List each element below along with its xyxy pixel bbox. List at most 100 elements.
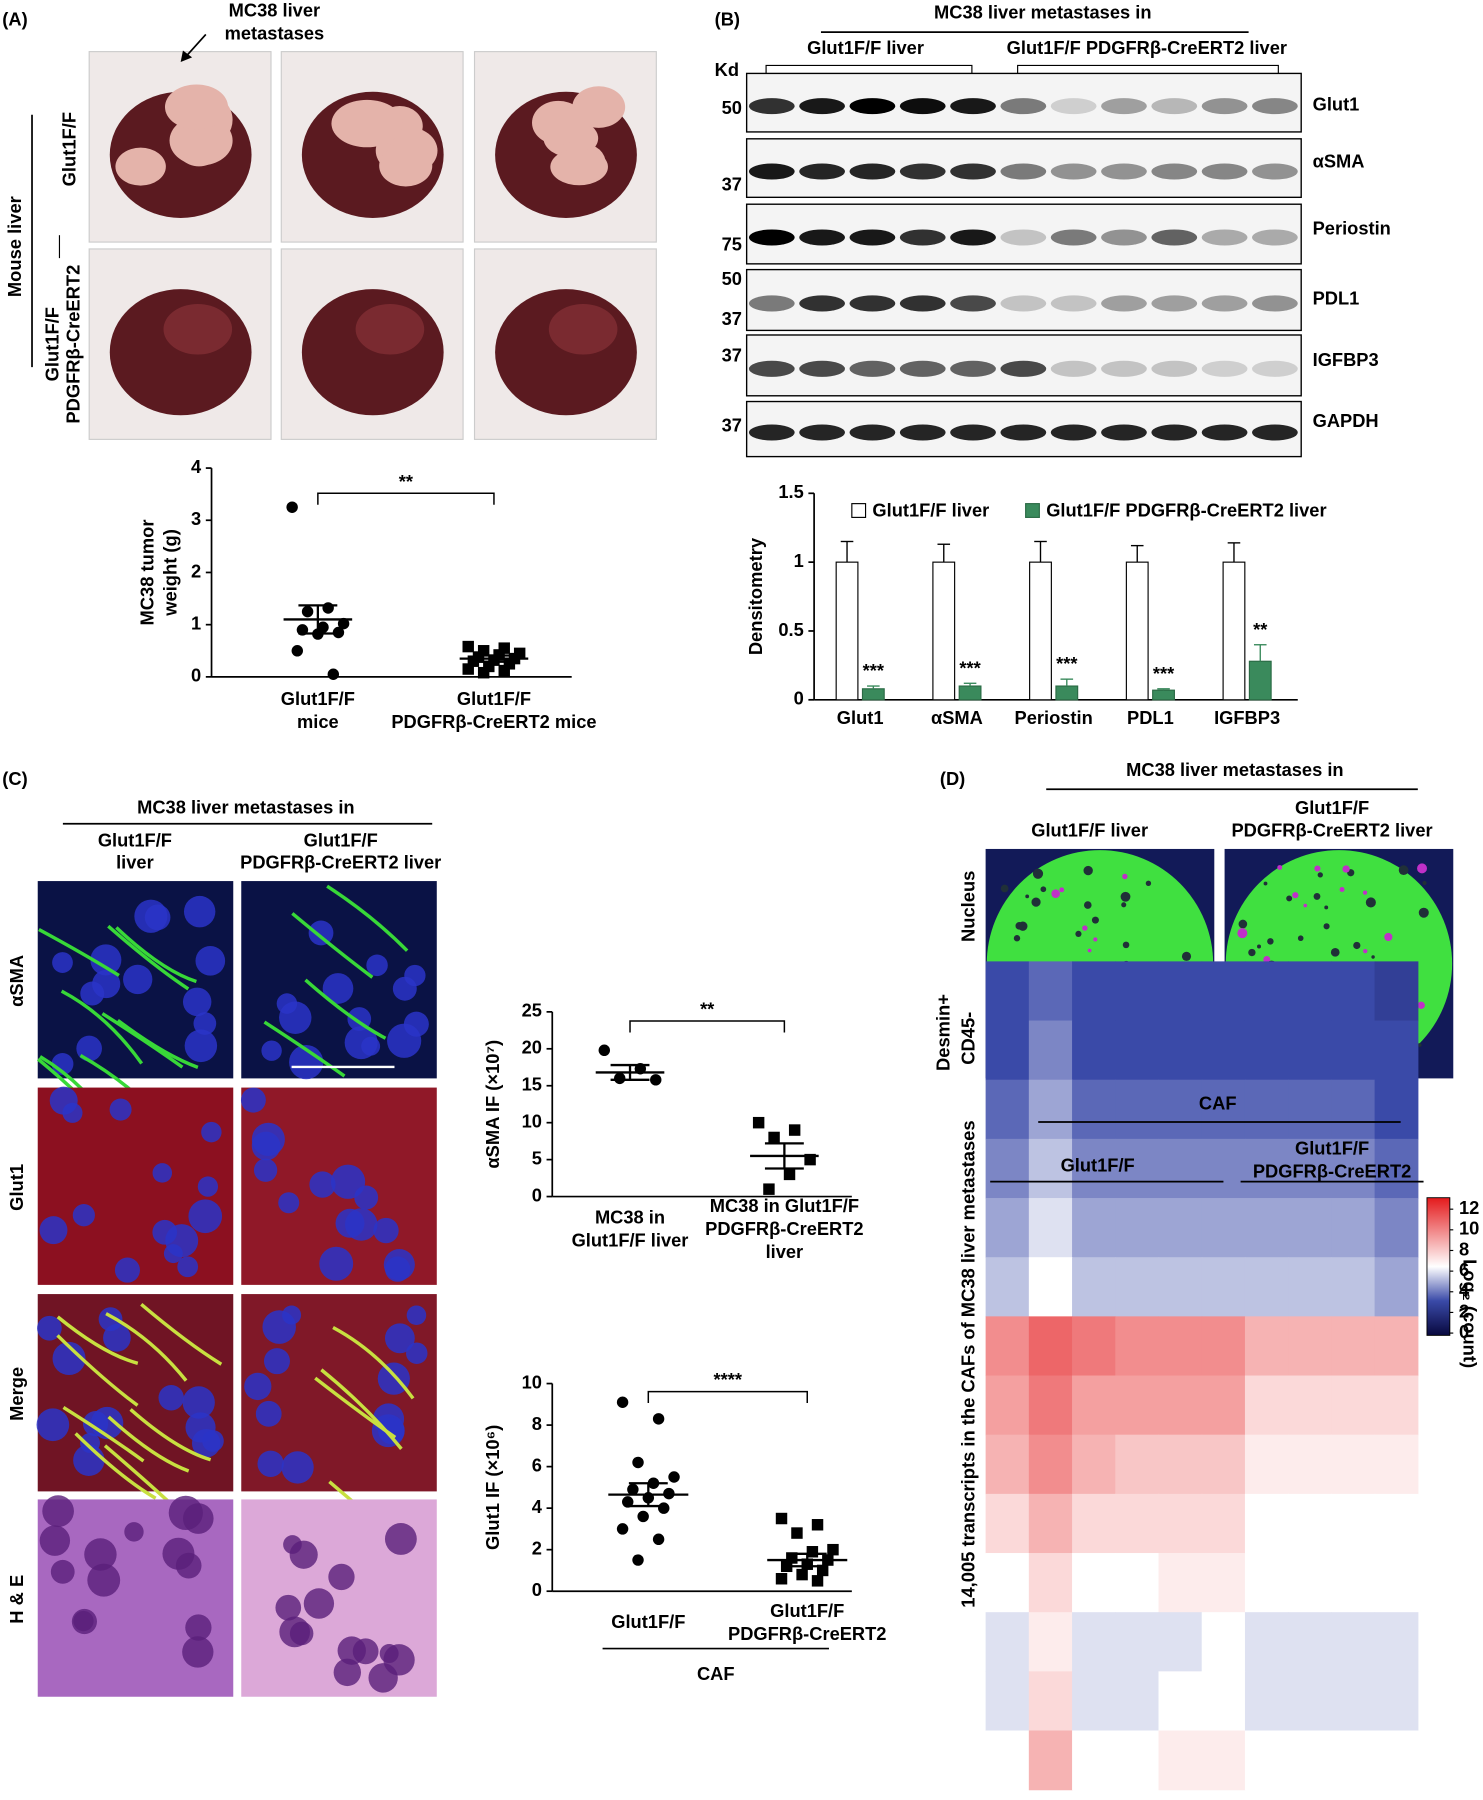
nucleus xyxy=(322,973,354,1004)
heatmap-cell xyxy=(985,1671,1030,1732)
heatmap-cell xyxy=(1072,1257,1116,1317)
significance-label: *** xyxy=(959,657,981,678)
heatmap-cell xyxy=(1331,1020,1376,1081)
green-fiber xyxy=(107,924,190,991)
bar xyxy=(1248,660,1272,701)
annotation: MC38 liver metastases xyxy=(225,0,325,43)
speck xyxy=(1317,872,1323,878)
colorbar-tick-label: 12 xyxy=(1459,1197,1479,1218)
speck xyxy=(1267,938,1274,945)
kd-label: Kd xyxy=(715,59,739,80)
y-tick-label: 2 xyxy=(532,1537,542,1558)
speck xyxy=(1330,947,1340,957)
data-point xyxy=(301,605,314,618)
nucleus xyxy=(42,1495,74,1528)
group-bracket xyxy=(765,64,973,74)
column-group-label: Glut1F/F PDGFRβ-CreERT2 xyxy=(1253,1137,1411,1181)
heatmap-cell xyxy=(1072,1316,1116,1377)
image-title: MC38 liver metastases in xyxy=(1126,759,1343,780)
bar xyxy=(958,685,982,701)
heatmap-cell xyxy=(1115,1198,1160,1258)
heatmap-cell xyxy=(1201,1198,1246,1258)
heatmap-cell xyxy=(1288,961,1332,1022)
kd-marker: 37 xyxy=(722,174,742,195)
nucleus xyxy=(281,1451,314,1484)
y-tick-label: 0.5 xyxy=(778,619,803,640)
data-point xyxy=(811,1519,824,1531)
row-label: Glut1 xyxy=(6,1164,27,1211)
heatmap-cell xyxy=(1244,1493,1289,1554)
blot-band xyxy=(950,163,996,180)
green-fiber xyxy=(129,1408,212,1462)
nucleus xyxy=(384,1522,417,1555)
heatmap-cell xyxy=(1374,1079,1419,1140)
blot-name: IGFBP3 xyxy=(1313,349,1379,370)
blot-band xyxy=(1201,229,1248,246)
data-point xyxy=(752,1116,765,1129)
speck xyxy=(1353,941,1361,950)
nucleus xyxy=(240,1087,266,1113)
heatmap-cell xyxy=(1244,1138,1289,1199)
legend-swatch xyxy=(1025,503,1040,518)
heatmap-cell xyxy=(1331,1730,1376,1791)
heatmap-cell xyxy=(1158,1434,1203,1495)
y-tick-label: 2 xyxy=(191,560,201,581)
blot-band xyxy=(799,98,845,115)
nucleus xyxy=(177,1256,199,1278)
heatmap-cell xyxy=(1244,1671,1289,1732)
bar xyxy=(1152,689,1175,701)
x-tick-label: IGFBP3 xyxy=(1214,707,1280,728)
data-point xyxy=(652,1533,665,1546)
liver-photo-tumor xyxy=(331,99,403,148)
blot-band xyxy=(899,98,946,115)
green-fiber xyxy=(304,978,387,1040)
heatmap-cell xyxy=(1244,1375,1289,1436)
heatmap-cell xyxy=(1201,1257,1246,1317)
speck xyxy=(1025,894,1030,899)
speck xyxy=(1181,951,1192,961)
heatmap-cell xyxy=(1072,1434,1116,1495)
speck xyxy=(1417,1001,1425,1009)
heatmap-cell xyxy=(1244,1257,1289,1317)
green-fiber xyxy=(105,1312,188,1382)
heatmap-cell xyxy=(1331,1493,1376,1554)
data-point xyxy=(791,1527,803,1539)
bar xyxy=(835,561,859,701)
speck xyxy=(1277,865,1283,871)
heatmap-cell xyxy=(1115,1138,1160,1199)
nucleus xyxy=(87,1563,121,1597)
heatmap-cell xyxy=(1028,1671,1073,1732)
nucleus xyxy=(168,1495,203,1531)
data-point xyxy=(462,640,474,653)
significance-label: *** xyxy=(1056,653,1078,674)
heatmap-cell xyxy=(1115,1257,1160,1317)
blot-band xyxy=(899,229,946,246)
heatmap-cell xyxy=(1201,1138,1246,1199)
heatmap-cell xyxy=(1374,1198,1419,1258)
kd-marker: 50 xyxy=(722,97,742,118)
speck xyxy=(1297,935,1304,942)
blot-band xyxy=(1050,163,1097,180)
green-fiber xyxy=(115,926,197,984)
heatmap-cell xyxy=(1288,1079,1332,1140)
bar xyxy=(1222,561,1246,701)
side-label: Mouse liver xyxy=(4,196,25,297)
legend-swatch xyxy=(851,503,867,518)
blot-band xyxy=(748,360,795,377)
heatmap-cell xyxy=(1158,1493,1203,1554)
x-tick-label: Glut1F/F mice xyxy=(281,688,355,732)
heatmap-cell xyxy=(1288,1020,1332,1081)
group-label: Glut1F/F liver xyxy=(807,37,924,58)
blot-band xyxy=(849,295,896,312)
heatmap-cell xyxy=(1028,1612,1073,1672)
data-point xyxy=(462,663,474,675)
y-tick-label: 5 xyxy=(532,1147,542,1168)
heatmap-cell xyxy=(1028,1375,1073,1436)
nucleus xyxy=(49,1086,78,1115)
significance-bracket xyxy=(317,492,495,505)
heatmap-cell xyxy=(1288,1257,1332,1317)
blot-band xyxy=(1101,424,1147,441)
heatmap-cell xyxy=(1158,1730,1203,1791)
row-label: αSMA xyxy=(6,955,27,1007)
